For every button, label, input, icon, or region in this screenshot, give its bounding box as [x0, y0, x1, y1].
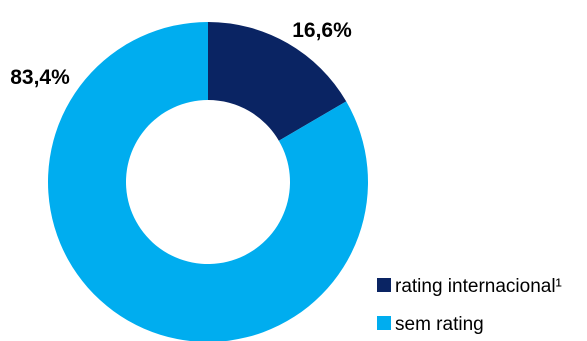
legend-label-1: sem rating	[395, 314, 484, 335]
legend-swatch-0	[377, 278, 391, 292]
slice-0	[208, 22, 347, 141]
donut-slices	[48, 22, 368, 341]
data-label-0: 16,6%	[292, 19, 352, 42]
data-label-1: 83,4%	[10, 66, 70, 89]
legend: rating internacional¹ sem rating	[377, 276, 562, 335]
slice-1	[48, 22, 368, 341]
legend-swatch-1	[377, 316, 391, 330]
legend-label-0: rating internacional¹	[395, 276, 562, 297]
data-labels: 16,6% 83,4%	[10, 19, 352, 89]
